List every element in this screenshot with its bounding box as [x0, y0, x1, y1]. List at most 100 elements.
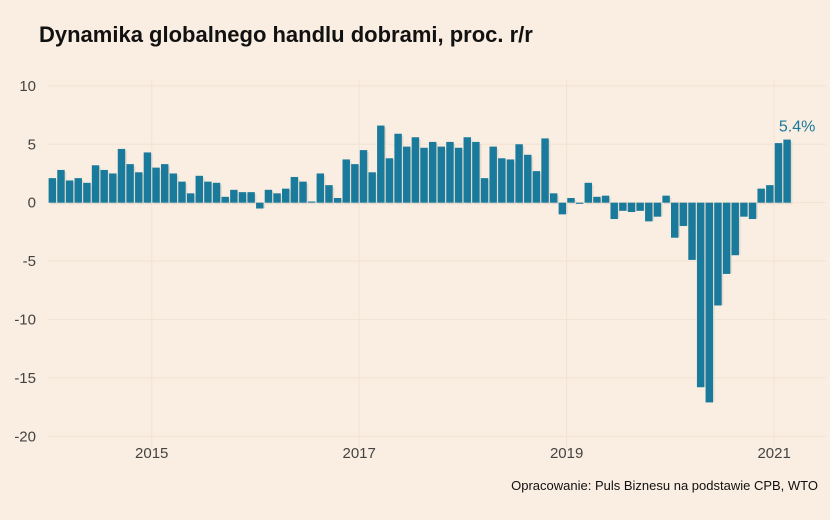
bar	[532, 171, 541, 203]
y-tick-label: -5	[23, 253, 36, 270]
x-tick-label: 2015	[135, 445, 168, 462]
bar	[593, 196, 601, 203]
bar	[126, 164, 134, 203]
bar	[463, 137, 471, 203]
bar	[256, 202, 264, 209]
bar	[480, 178, 489, 203]
bar	[282, 188, 290, 203]
bar	[645, 202, 653, 222]
bar	[722, 202, 731, 274]
bar	[403, 146, 411, 203]
bar	[290, 176, 299, 203]
bar	[195, 175, 203, 203]
bar	[135, 172, 143, 203]
bar	[143, 152, 152, 203]
y-tick-label: -10	[14, 311, 36, 328]
bar	[230, 189, 238, 203]
bar	[359, 150, 368, 203]
bar	[705, 202, 714, 403]
bar	[437, 146, 446, 203]
bars	[48, 125, 791, 403]
bar	[411, 137, 420, 203]
bar	[377, 125, 385, 203]
bar	[316, 173, 325, 203]
bar	[549, 193, 558, 203]
bar	[515, 144, 523, 203]
bar	[472, 141, 480, 203]
bar	[333, 197, 342, 203]
bar	[368, 172, 376, 203]
bar	[307, 201, 316, 203]
bar	[186, 193, 195, 203]
bar	[627, 202, 636, 213]
bar	[636, 202, 644, 211]
bar	[117, 148, 126, 203]
bar	[221, 196, 229, 203]
bar	[394, 133, 402, 203]
y-tick-label: -20	[14, 428, 36, 445]
bar	[679, 202, 688, 227]
bar	[766, 185, 774, 203]
bar	[212, 182, 221, 203]
x-axis: 2015 2017 2019 2021	[135, 445, 791, 462]
x-tick-label: 2021	[757, 445, 790, 462]
x-tick-label: 2019	[550, 445, 583, 462]
bar	[57, 169, 65, 203]
bar	[584, 182, 592, 203]
bar	[541, 138, 549, 203]
bar	[524, 154, 532, 203]
bar	[575, 202, 584, 204]
bar	[714, 202, 722, 306]
bar	[273, 193, 281, 203]
bar	[731, 202, 739, 256]
bar	[619, 202, 627, 211]
bar	[774, 143, 783, 203]
bar	[748, 202, 757, 220]
bar	[558, 202, 567, 215]
bar	[420, 147, 428, 203]
bar	[100, 169, 108, 203]
y-tick-label: 0	[28, 195, 36, 212]
bar	[83, 182, 91, 203]
bar-shadow	[309, 203, 317, 205]
bar	[506, 159, 515, 203]
bar	[740, 202, 748, 217]
bar	[757, 188, 765, 203]
bar	[688, 202, 696, 260]
bar	[342, 159, 350, 203]
bar	[610, 202, 618, 220]
x-tick-label: 2017	[343, 445, 376, 462]
bar	[325, 185, 333, 203]
y-axis: 10 5 0 -5 -10 -15 -20	[14, 78, 36, 445]
bar	[653, 202, 662, 217]
bar	[498, 158, 506, 203]
bar	[489, 146, 497, 203]
bar	[567, 197, 575, 203]
last-value-label: 5.4%	[779, 119, 815, 136]
bar	[264, 189, 273, 203]
bar	[385, 158, 394, 203]
bar	[696, 202, 705, 388]
bar	[428, 141, 437, 203]
bar	[671, 202, 679, 238]
bar	[160, 164, 169, 203]
bar	[178, 181, 186, 203]
chart-title: Dynamika globalnego handlu dobrami, proc…	[39, 22, 533, 47]
bar	[74, 178, 82, 203]
bar	[65, 180, 74, 203]
bar	[48, 178, 57, 203]
bar	[238, 192, 247, 203]
bar	[446, 141, 454, 203]
bar	[204, 181, 212, 203]
bar	[351, 164, 359, 203]
bar	[247, 192, 255, 203]
bar	[662, 195, 670, 203]
bar	[152, 167, 160, 203]
bar	[601, 195, 610, 203]
bar	[169, 173, 178, 203]
bar	[783, 139, 791, 203]
bar	[299, 181, 307, 203]
bar	[109, 173, 117, 203]
bar	[91, 165, 100, 203]
